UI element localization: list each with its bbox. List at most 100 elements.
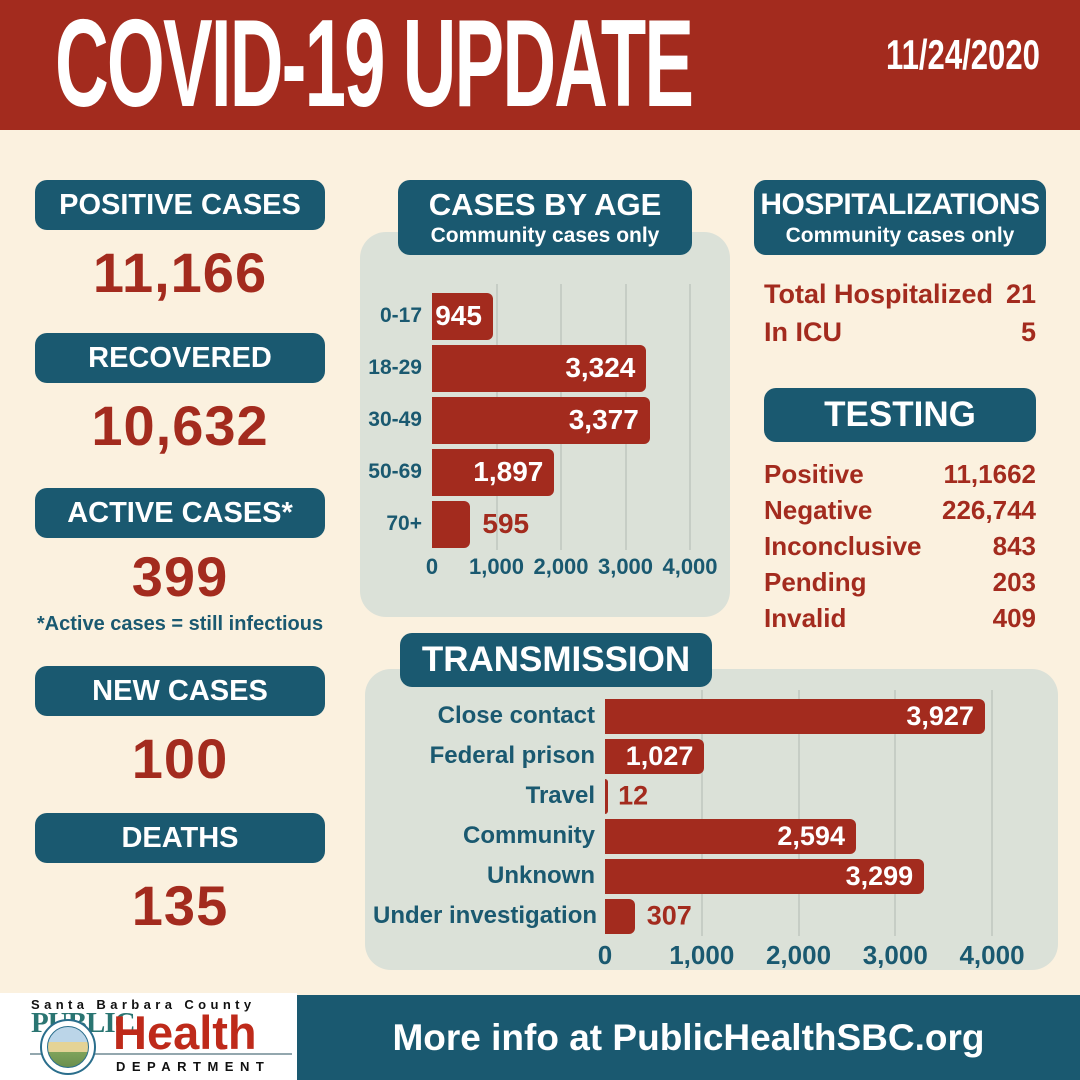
row-label: Positive xyxy=(764,459,864,489)
logo-county-text: Santa Barbara County xyxy=(31,997,256,1012)
chart-title: CASES BY AGE xyxy=(428,187,662,222)
axis-tick-label: 2,000 xyxy=(765,940,832,970)
logo-department-text: DEPARTMENT xyxy=(116,1059,271,1074)
bar-category-label: Travel xyxy=(525,782,595,809)
sbc-public-health-logo: Santa Barbara County PUBLIC Health DEPAR… xyxy=(0,993,297,1080)
header-band: COVID-19 UPDATE 11/24/2020 xyxy=(0,0,1080,130)
bar-track: 12 xyxy=(605,778,992,814)
row-label: Pending xyxy=(764,567,867,597)
bar-value-label: 3,377 xyxy=(568,404,639,435)
row-value: 409 xyxy=(992,603,1036,633)
gridline xyxy=(700,690,703,936)
cases-by-age-chart: CASES BY AGE Community cases only 0-17 94… xyxy=(360,180,730,617)
bar-row: 0-17 945 xyxy=(366,290,690,342)
county-seal-icon xyxy=(40,1019,96,1075)
axis-tick-label: 4,000 xyxy=(662,554,718,579)
row-value: 203 xyxy=(992,567,1036,597)
bar: 3,324 xyxy=(432,344,647,392)
bar-value-label: 3,324 xyxy=(565,352,636,383)
bar xyxy=(605,898,635,934)
axis-tick-label: 2,000 xyxy=(533,554,589,579)
bar-value-label: 307 xyxy=(646,900,692,931)
stat-value: 135 xyxy=(131,874,229,937)
row-value: 5 xyxy=(1020,317,1036,347)
bar-category-label: 30-49 xyxy=(368,408,422,431)
hospitalizations-badge: HOSPITALIZATIONS Community cases only xyxy=(754,180,1046,255)
gridline xyxy=(797,690,800,936)
gridline xyxy=(689,284,691,550)
testing-section: TESTING Positive 11,1662 Negative 226,74… xyxy=(754,388,1046,636)
bar: 1,027 xyxy=(605,738,705,774)
transmission-badge: TRANSMISSION xyxy=(400,633,712,687)
row-value: 843 xyxy=(992,531,1036,561)
active-cases-footnote: *Active cases = still infectious xyxy=(36,613,324,635)
row-value: 226,744 xyxy=(942,495,1036,525)
bar-row: Unknown 3,299 xyxy=(373,856,992,896)
row-label: Invalid xyxy=(764,603,847,633)
bar-category-label: 70+ xyxy=(386,512,422,535)
bar-row: Close contact 3,927 xyxy=(373,696,992,736)
gridline xyxy=(991,690,993,936)
stat-card-deaths: DEATHS 135 xyxy=(35,813,325,949)
stat-label-badge: POSITIVE CASES xyxy=(35,180,325,230)
stat-label-badge: ACTIVE CASES* xyxy=(35,488,325,538)
row-value: 11,1662 xyxy=(943,459,1036,489)
stat-label-badge: DEATHS xyxy=(35,813,325,863)
bar-track: 3,324 xyxy=(432,344,690,392)
bar-track: 1,027 xyxy=(605,738,992,774)
chart-rows-area: 0-17 945 18-29 3,324 30-49 3,377 50-69 1,897 70+… xyxy=(366,284,691,550)
stat-value: 10,632 xyxy=(91,394,269,457)
section-subtitle: Community cases only xyxy=(785,224,1015,247)
logo-divider-line xyxy=(30,1053,292,1055)
transmission-plot: Close contact 3,927 Federal prison 1,027 Tra… xyxy=(365,669,1058,970)
bar-category-label: 0-17 xyxy=(379,304,422,327)
testing-row: Pending 203 xyxy=(764,564,1036,600)
axis-tick-label: 3,000 xyxy=(597,554,654,579)
cases-by-age-plot: 0-17 945 18-29 3,324 30-49 3,377 50-69 1,897 70+… xyxy=(360,232,730,617)
footer-info-text: More info at PublicHealthSBC.org xyxy=(392,1016,985,1058)
bar-value-label: 595 xyxy=(482,508,530,539)
bar-row: Travel 12 xyxy=(373,776,992,816)
bar-value-label: 3,299 xyxy=(845,860,914,891)
bar-track: 2,594 xyxy=(605,818,992,854)
bar-row: Community 2,594 xyxy=(373,816,992,856)
testing-badge: TESTING xyxy=(764,388,1036,442)
bar-value-label: 1,027 xyxy=(625,740,694,771)
bar-track: 3,299 xyxy=(605,858,992,894)
bar-row: Under investigation 307 xyxy=(373,896,992,936)
hospitalizations-row: In ICU 5 xyxy=(764,313,1036,351)
bar: 3,927 xyxy=(605,698,985,734)
testing-row: Inconclusive 843 xyxy=(764,528,1036,564)
bar-track: 945 xyxy=(432,292,690,340)
bar-row: 70+ 595 xyxy=(366,498,690,550)
bar-value-label: 12 xyxy=(618,780,649,811)
bar-track: 1,897 xyxy=(432,448,690,496)
row-label: In ICU xyxy=(764,317,842,347)
bar-value-label: 945 xyxy=(435,300,482,331)
bar-row: 50-69 1,897 xyxy=(366,446,690,498)
gridline xyxy=(894,690,897,936)
bar xyxy=(605,778,608,814)
bar-category-label: 18-29 xyxy=(368,356,422,379)
testing-rows: Positive 11,1662 Negative 226,744 Inconc… xyxy=(754,456,1046,636)
cases-by-age-panel: 0-17 945 18-29 3,324 30-49 3,377 50-69 1,897 70+… xyxy=(360,232,730,617)
bar-category-label: Federal prison xyxy=(429,742,595,769)
chart-axis: 0 1,000 2,000 3,000 4,000 xyxy=(598,940,1025,972)
hospitalizations-row: Total Hospitalized 21 xyxy=(764,275,1036,313)
axis-tick-label: 1,000 xyxy=(669,940,735,970)
axis-tick-label: 3,000 xyxy=(862,940,928,970)
stat-value: 100 xyxy=(131,727,229,790)
bar-value-label: 1,897 xyxy=(473,456,544,487)
bar-row: 30-49 3,377 xyxy=(366,394,690,446)
bar-track: 595 xyxy=(432,500,690,548)
testing-row: Negative 226,744 xyxy=(764,492,1036,528)
hospitalizations-section: HOSPITALIZATIONS Community cases only To… xyxy=(754,180,1046,351)
logo-health-text: Health xyxy=(113,1006,257,1059)
bar: 2,594 xyxy=(605,818,856,854)
page-title: COVID-19 UPDATE xyxy=(55,0,694,133)
stat-value: 11,166 xyxy=(92,241,268,304)
row-label: Negative xyxy=(764,495,873,525)
bar-category-label: Under investigation xyxy=(373,902,598,929)
hospitalizations-rows: Total Hospitalized 21 In ICU 5 xyxy=(754,275,1046,351)
